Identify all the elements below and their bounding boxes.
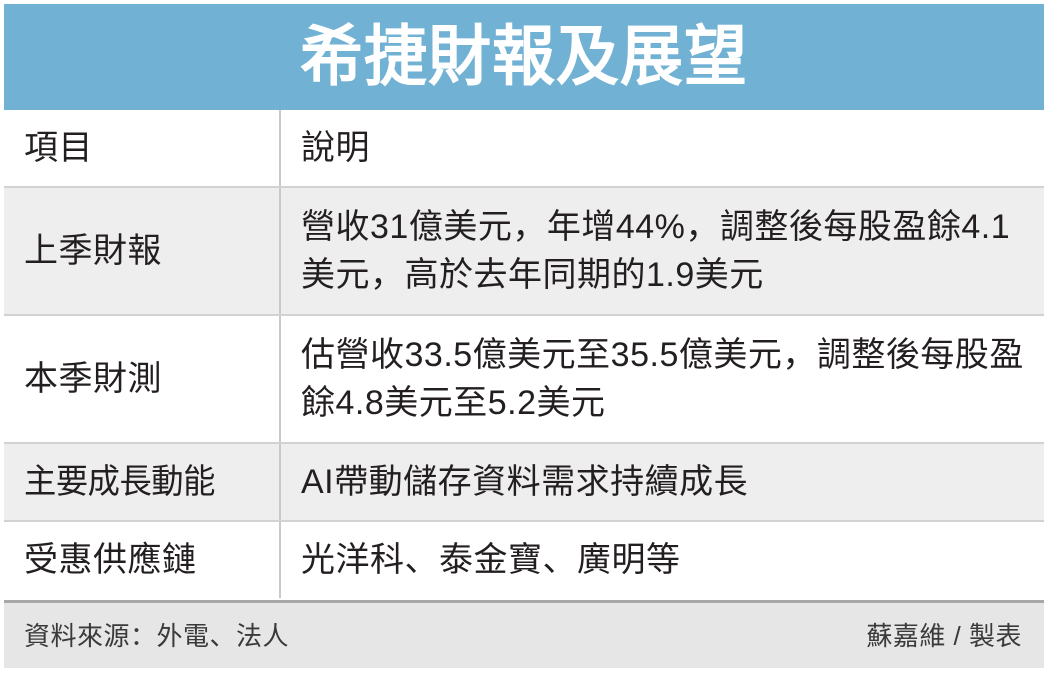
row-label-cell: 主要成長動能 [4,444,281,520]
table-row: 受惠供應鏈 光洋科、泰金寶、廣明等 [4,520,1044,598]
footer-credit: 蘇嘉維 / 製表 [866,620,1022,651]
row-label-last-quarter-results: 上季財報 [24,231,162,270]
column-header-description: 說明 [301,128,370,167]
data-table: 項目 說明 上季財報 營收31億美元，年增44%，調整後每股盈餘4.1美元，高於… [4,110,1044,598]
row-label-cell: 上季財報 [4,188,281,314]
row-value-supply-chain: 光洋科、泰金寶、廣明等 [301,540,681,579]
column-header-description-cell: 說明 [281,110,1044,186]
row-value-cell: 營收31億美元，年增44%，調整後每股盈餘4.1美元，高於去年同期的1.9美元 [281,188,1044,314]
table-header-row: 項目 說明 [4,110,1044,186]
row-value-last-quarter-results: 營收31億美元，年增44%，調整後每股盈餘4.1美元，高於去年同期的1.9美元 [301,207,1011,294]
row-value-cell: 光洋科、泰金寶、廣明等 [281,522,1044,598]
row-value-growth-driver: AI帶動儲存資料需求持續成長 [301,462,749,501]
row-label-growth-driver: 主要成長動能 [24,462,215,501]
row-label-current-quarter-guidance: 本季財測 [24,359,162,398]
row-label-cell: 本季財測 [4,316,281,442]
row-value-cell: 估營收33.5億美元至35.5億美元，調整後每股盈餘4.8美元至5.2美元 [281,316,1044,442]
page-title: 希捷財報及展望 [300,19,748,94]
table-row: 主要成長動能 AI帶動儲存資料需求持續成長 [4,442,1044,520]
footer-bar: 資料來源：外電、法人 蘇嘉維 / 製表 [4,600,1044,668]
table-row: 本季財測 估營收33.5億美元至35.5億美元，調整後每股盈餘4.8美元至5.2… [4,314,1044,442]
title-banner: 希捷財報及展望 [4,4,1044,110]
footer-source: 資料來源：外電、法人 [24,620,290,651]
column-header-item: 項目 [24,128,93,167]
column-header-item-cell: 項目 [4,110,281,186]
row-value-cell: AI帶動儲存資料需求持續成長 [281,444,1044,520]
row-value-current-quarter-guidance: 估營收33.5億美元至35.5億美元，調整後每股盈餘4.8美元至5.2美元 [301,335,1024,422]
row-label-supply-chain: 受惠供應鏈 [24,540,197,579]
table-row: 上季財報 營收31億美元，年增44%，調整後每股盈餘4.1美元，高於去年同期的1… [4,186,1044,314]
row-label-cell: 受惠供應鏈 [4,522,281,598]
